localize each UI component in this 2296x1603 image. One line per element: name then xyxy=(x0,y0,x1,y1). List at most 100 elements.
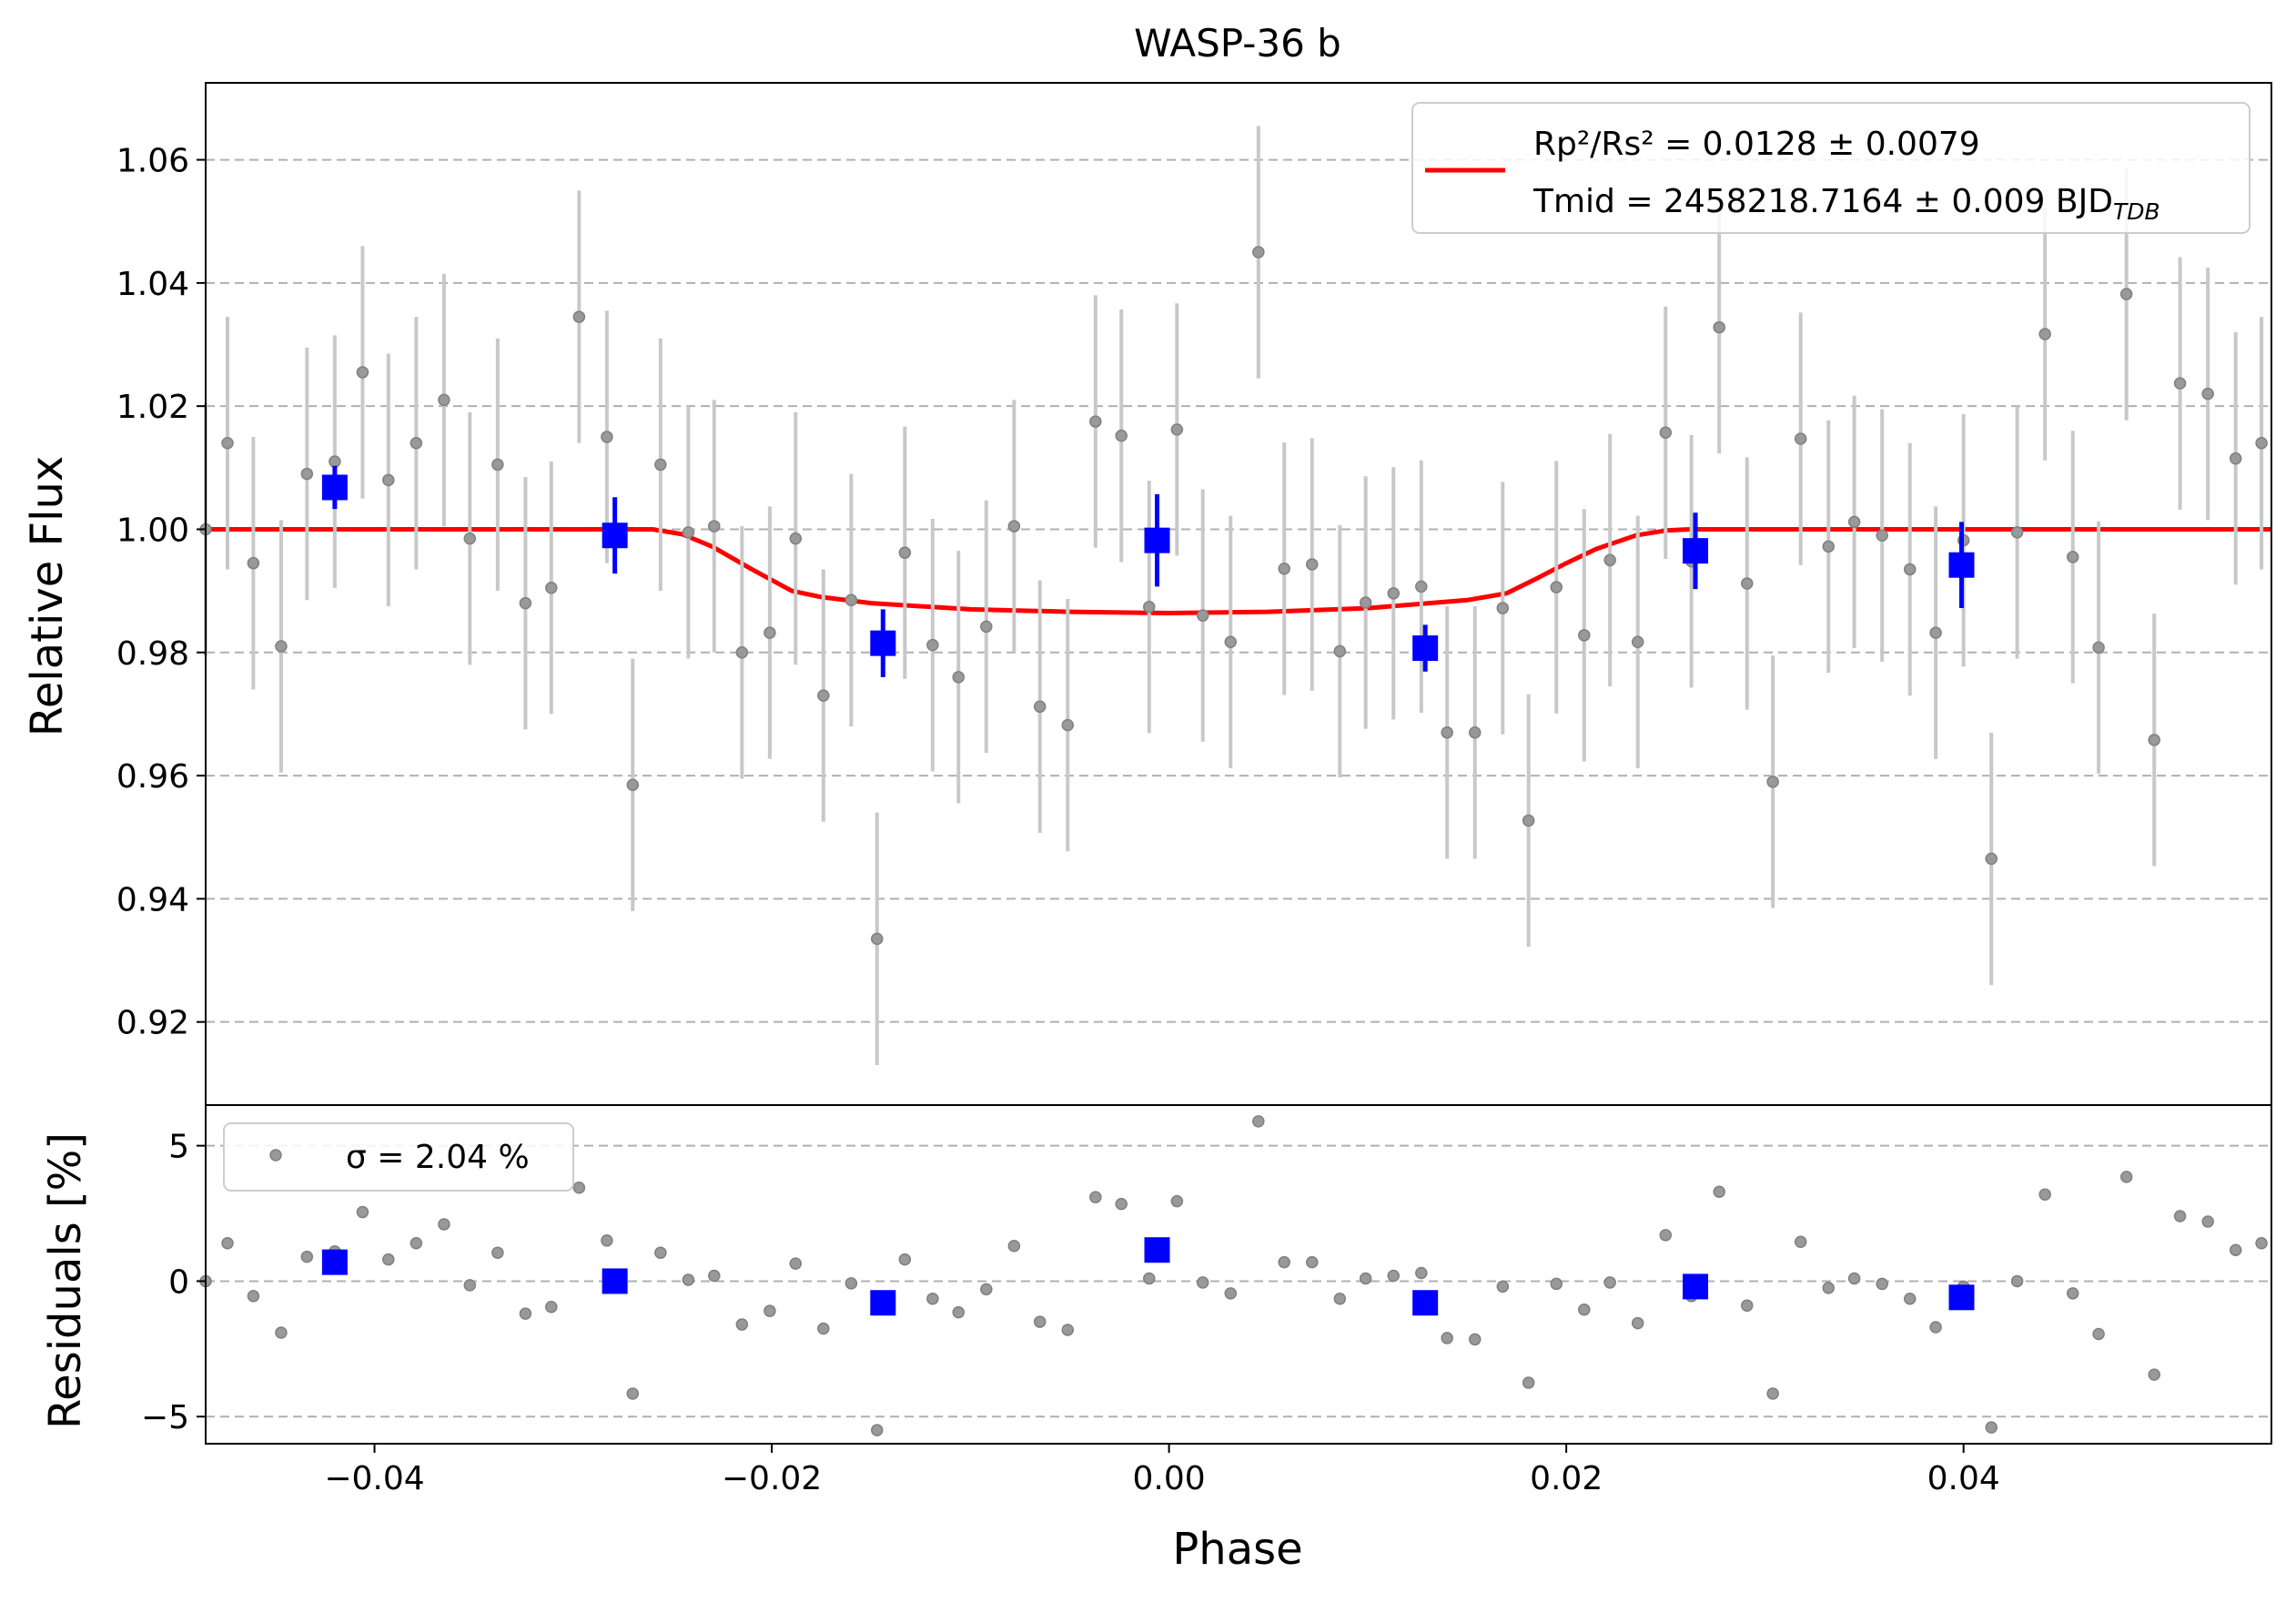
raw-flux-point xyxy=(1741,577,1754,590)
raw-residual-point xyxy=(2092,1327,2105,1341)
raw-flux-point xyxy=(1822,540,1836,553)
raw-residual-point xyxy=(410,1237,423,1250)
binned-flux-point xyxy=(1144,527,1170,553)
raw-residual-point xyxy=(1441,1332,1453,1344)
x-tick-label: −0.04 xyxy=(324,1460,424,1497)
raw-residual-point xyxy=(491,1246,504,1259)
raw-flux-point xyxy=(1115,429,1128,442)
raw-flux-point xyxy=(572,310,586,323)
raw-flux-point xyxy=(1985,852,1998,866)
raw-flux-point xyxy=(682,526,695,539)
top-y-ticks: 0.92 0.94 0.96 0.98 1.00 1.02 1.04 1.06 xyxy=(116,143,206,1042)
raw-flux-point xyxy=(1659,426,1673,440)
raw-flux-point xyxy=(2255,437,2268,450)
top-y-tick-label: 1.00 xyxy=(116,512,189,549)
raw-residual-point xyxy=(1741,1299,1754,1312)
raw-flux-point xyxy=(1794,432,1807,445)
raw-flux-point xyxy=(1766,776,1779,788)
bottom-y-axis-label: Residuals [%] xyxy=(40,1132,91,1429)
legend-residual-label: σ = 2.04 % xyxy=(346,1139,530,1176)
raw-flux-point xyxy=(1359,596,1372,609)
binned-residual-point xyxy=(321,1249,348,1275)
raw-residual-point xyxy=(1306,1255,1319,1269)
raw-residual-point xyxy=(2119,1171,2133,1183)
x-tick-label: 0.04 xyxy=(1927,1460,2000,1497)
raw-residual-point xyxy=(1929,1321,1942,1334)
raw-residual-point xyxy=(898,1253,912,1266)
top-y-tick-label: 1.02 xyxy=(116,389,189,426)
raw-residual-point xyxy=(2038,1188,2051,1201)
raw-flux-point xyxy=(545,581,558,594)
raw-residual-point xyxy=(572,1182,586,1194)
raw-flux-point xyxy=(329,455,341,468)
bottom-legend-box xyxy=(223,1122,574,1192)
binned-flux-point xyxy=(1412,635,1439,662)
raw-residual-point xyxy=(1603,1276,1616,1289)
binned-flux-point xyxy=(602,522,628,549)
x-tick-label: 0.00 xyxy=(1133,1460,1206,1497)
raw-flux-point xyxy=(410,437,423,450)
raw-residual-point xyxy=(764,1304,776,1317)
raw-residual-point xyxy=(1033,1315,1047,1328)
raw-residual-point xyxy=(1089,1191,1102,1203)
binned-residual-series xyxy=(321,1237,1975,1316)
raw-residual-point xyxy=(735,1318,749,1331)
raw-flux-point xyxy=(2119,288,2133,300)
raw-flux-point xyxy=(1224,635,1238,649)
top-y-tick-label: 1.06 xyxy=(116,143,189,180)
top-y-tick-label: 0.92 xyxy=(116,1005,189,1042)
raw-residual-point xyxy=(1143,1272,1156,1285)
raw-flux-point xyxy=(626,778,640,791)
raw-residual-point xyxy=(300,1250,314,1263)
raw-residual-point xyxy=(1876,1277,1888,1291)
binned-residual-point xyxy=(1144,1237,1170,1263)
raw-flux-point xyxy=(1713,320,1725,334)
raw-flux-point xyxy=(1007,520,1021,533)
raw-flux-point xyxy=(2092,641,2105,654)
top-y-tick-label: 0.94 xyxy=(116,881,189,918)
raw-residual-point xyxy=(601,1234,613,1247)
raw-flux-point xyxy=(2201,387,2214,401)
top-y-tick-label: 0.96 xyxy=(116,758,189,796)
raw-residual-point xyxy=(1252,1115,1265,1128)
top-legend: Rp²/Rs² = 0.0128 ± 0.0079 Tmid = 2458218… xyxy=(1411,102,2250,234)
raw-flux-point xyxy=(1415,580,1428,594)
raw-flux-point xyxy=(491,458,504,472)
raw-residual-point xyxy=(1061,1324,1075,1336)
binned-residual-point xyxy=(602,1268,628,1294)
raw-residual-point xyxy=(1631,1316,1644,1330)
raw-residual-point xyxy=(789,1257,803,1270)
raw-flux-point xyxy=(1441,725,1453,739)
transit-model-series xyxy=(206,527,2271,615)
top-y-axis-label: Relative Flux xyxy=(22,456,73,737)
raw-flux-point xyxy=(898,546,912,559)
bottom-y-tick-label: −5 xyxy=(141,1399,189,1436)
raw-residual-point xyxy=(1415,1266,1428,1280)
top-y-tick-label: 0.98 xyxy=(116,635,189,673)
raw-flux-point xyxy=(1876,529,1888,542)
raw-residual-point xyxy=(1196,1276,1209,1289)
raw-flux-point xyxy=(1550,581,1563,594)
raw-flux-point xyxy=(1522,814,1535,827)
raw-flux-point xyxy=(764,626,776,639)
raw-residual-point xyxy=(1522,1376,1535,1389)
raw-residual-point xyxy=(1496,1280,1510,1294)
raw-flux-point xyxy=(952,671,965,684)
raw-residual-point xyxy=(1359,1272,1372,1285)
raw-residual-point xyxy=(1387,1269,1400,1283)
raw-flux-point xyxy=(926,638,939,652)
binned-flux-series xyxy=(321,465,1975,677)
bottom-legend: σ = 2.04 % xyxy=(223,1122,574,1192)
bottom-y-tick-label: 0 xyxy=(168,1263,189,1301)
raw-flux-point xyxy=(1929,626,1942,639)
top-legend-box xyxy=(1411,102,2250,234)
raw-flux-point xyxy=(845,594,858,607)
raw-flux-point xyxy=(247,556,260,570)
raw-residual-point xyxy=(682,1273,695,1286)
raw-residual-point xyxy=(871,1424,884,1436)
raw-residual-point xyxy=(1847,1272,1861,1285)
raw-residual-point xyxy=(1713,1185,1725,1198)
raw-flux-point xyxy=(1278,563,1290,575)
raw-flux-point xyxy=(2038,328,2051,340)
raw-flux-point xyxy=(1196,609,1209,622)
